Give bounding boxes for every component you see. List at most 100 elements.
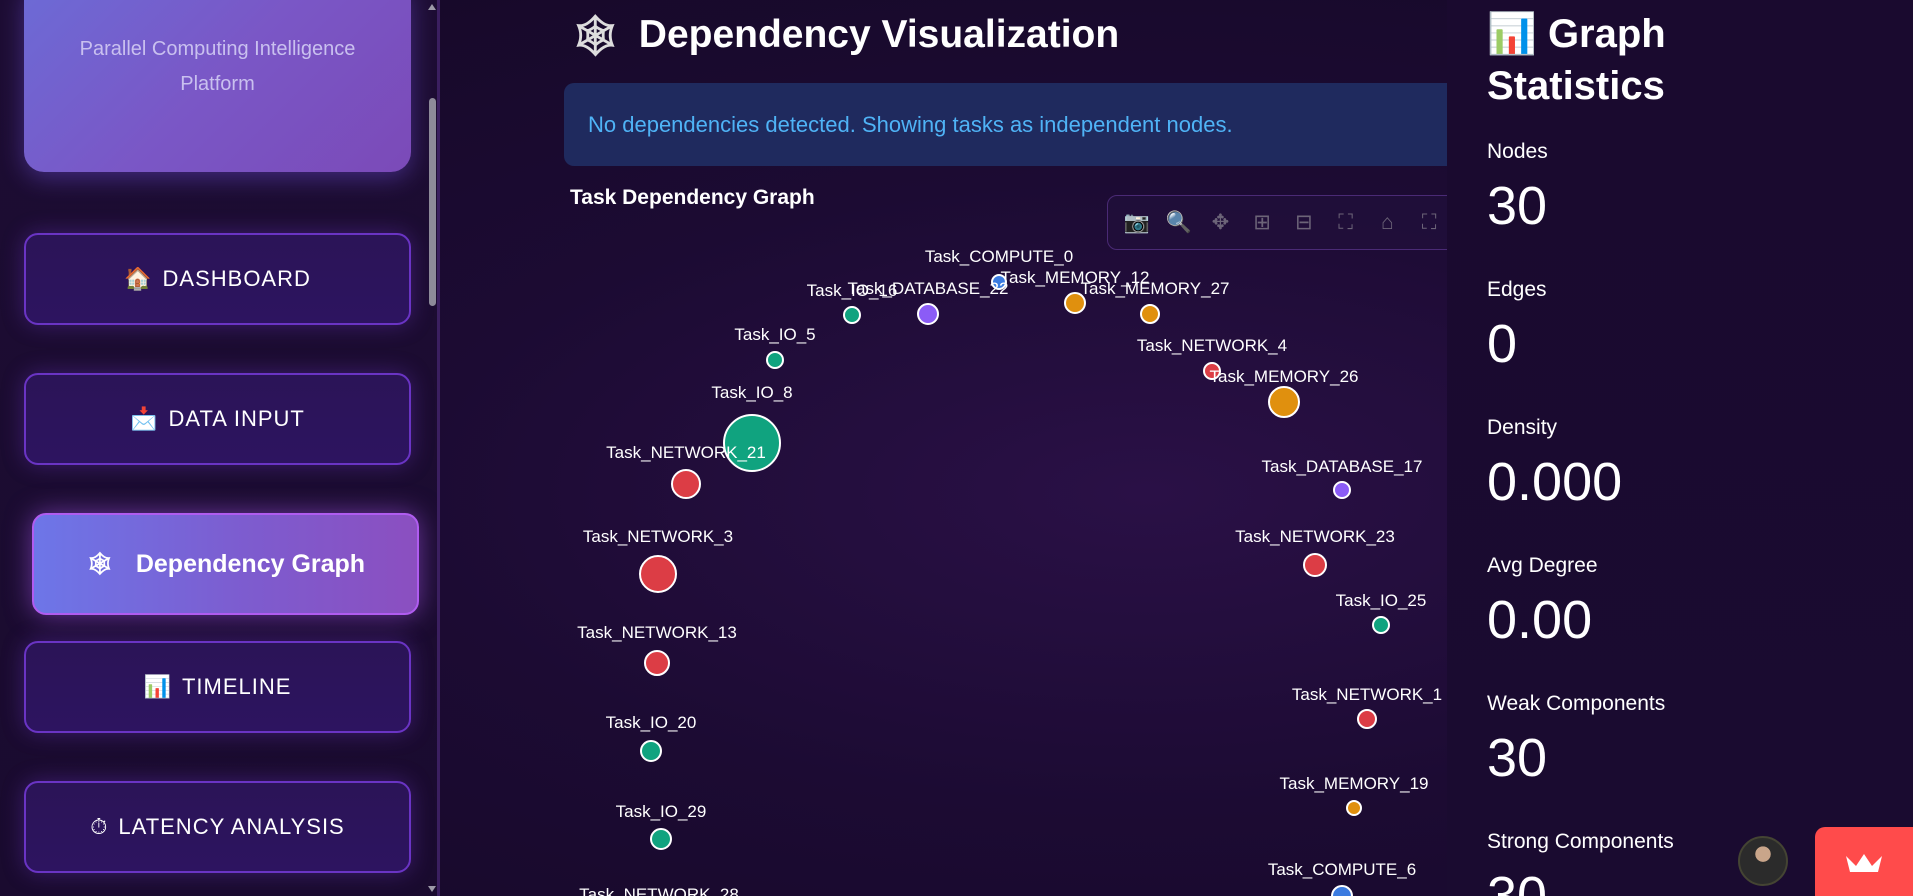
graph-node[interactable] [639, 555, 677, 593]
graph-node[interactable] [766, 351, 784, 369]
nav-timeline-button[interactable]: 📊 TIMELINE [24, 641, 411, 733]
stat-label: Strong Components [1487, 830, 1674, 853]
inbox-tray-icon: 📩 [130, 406, 159, 431]
graph-node-label: Task_COMPUTE_0 [925, 247, 1073, 266]
graph-node-label: Task_NETWORK_3 [583, 527, 733, 546]
stat-value: 0.000 [1487, 452, 1623, 512]
scroll-down-arrow-icon[interactable] [428, 886, 436, 892]
graph-node[interactable] [644, 650, 670, 676]
stat-nodes: Nodes 30 [1487, 140, 1548, 236]
camera-icon[interactable]: 📷 [1123, 210, 1150, 234]
home-icon[interactable]: ⌂ [1381, 210, 1394, 234]
graph-node-label: Task_NETWORK_4 [1137, 336, 1287, 355]
sidebar-scrollbar[interactable] [425, 0, 437, 896]
stat-value: 0.00 [1487, 590, 1593, 650]
dependency-graph-chart[interactable]: Task_COMPUTE_0 Task_IO_16 Task_DATABASE_22… [564, 180, 1464, 896]
graph-node[interactable] [1064, 292, 1086, 314]
zoom-out-icon[interactable]: ⊟ [1295, 211, 1313, 234]
graph-node[interactable] [1357, 709, 1377, 729]
graph-node[interactable] [1372, 616, 1390, 634]
chart-modebar: 📷 🔍 ✥ ⊞ ⊟ ⛶ ⌂ ⛶ [1107, 195, 1459, 250]
page-title: 🕸 Dependency Visualization [570, 10, 1119, 60]
graph-node-label: Task_IO_8 [711, 383, 792, 402]
graph-node-label: Task_NETWORK_21 [606, 443, 766, 462]
stat-label: Avg Degree [1487, 554, 1598, 577]
stat-label: Density [1487, 416, 1558, 439]
graph-node[interactable] [991, 274, 1007, 290]
spider-web-icon: 🕸 [85, 551, 114, 576]
graph-node-label: Task_DATABASE_22 [848, 279, 1009, 298]
brand-subtitle: Parallel Computing Intelligence Platform [79, 38, 356, 95]
nav-label: DATA INPUT [168, 406, 305, 431]
stat-value: 30 [1487, 866, 1548, 896]
graph-node[interactable] [1346, 800, 1362, 816]
graph-node[interactable] [1303, 553, 1327, 577]
graph-node[interactable] [843, 306, 861, 324]
stat-value: 30 [1487, 728, 1548, 788]
stat-label: Edges [1487, 278, 1547, 301]
graph-node[interactable] [1140, 304, 1160, 324]
graph-node-label: Task_NETWORK_13 [577, 623, 737, 642]
graph-canvas[interactable]: Task_COMPUTE_0 Task_IO_16Task_DATABASE_22… [564, 180, 1464, 896]
stat-label: Weak Components [1487, 692, 1666, 715]
stat-label: Nodes [1487, 140, 1548, 163]
graph-node-label: Task_NETWORK_28 [579, 885, 739, 896]
bar-chart-icon: 📊 [143, 674, 172, 699]
autoscale-icon[interactable]: ⛶ [1338, 210, 1353, 234]
stopwatch-icon: ⏱ [90, 814, 109, 839]
zoom-icon[interactable]: 🔍 [1165, 210, 1192, 234]
graph-node[interactable] [671, 469, 701, 499]
house-icon: 🏠 [124, 266, 153, 291]
sidebar: Parallel Computing Intelligence Platform… [0, 0, 440, 896]
brand-card: Parallel Computing Intelligence Platform [24, 0, 411, 172]
graph-node[interactable] [1333, 481, 1351, 499]
stat-density: Density 0.000 [1487, 416, 1622, 512]
nav-latency-analysis-button[interactable]: ⏱ LATENCY ANALYSIS [24, 781, 411, 873]
stats-title-text: Graph Statistics [1487, 12, 1666, 108]
stat-strong-components: Strong Components 30 [1487, 830, 1674, 896]
chart-title: Task Dependency Graph [570, 186, 815, 209]
streamlit-badge[interactable] [1815, 827, 1913, 896]
graph-node[interactable] [1268, 386, 1300, 418]
fullscreen-icon[interactable]: ⛶ [1421, 210, 1437, 234]
nav-label: Dependency Graph [135, 549, 366, 578]
graph-node[interactable] [1331, 885, 1353, 896]
info-banner: No dependencies detected. Showing tasks … [564, 83, 1463, 166]
graph-node-label: Task_NETWORK_1 [1292, 685, 1442, 704]
graph-node-label: Task_MEMORY_12 [1001, 268, 1150, 287]
graph-node-label: Task_IO_20 [606, 713, 697, 732]
graph-node[interactable] [723, 414, 781, 472]
graph-node-label: Task_NETWORK_23 [1235, 527, 1395, 546]
spider-web-icon: 🕸 [570, 13, 621, 58]
graph-node-label: Task_IO_5 [734, 325, 815, 344]
stat-weak-components: Weak Components 30 [1487, 692, 1665, 788]
graph-statistics-panel: 📊 Graph Statistics Nodes 30 Edges 0 Dens… [1447, 0, 1913, 896]
graph-node[interactable] [640, 740, 662, 762]
nav-label: TIMELINE [181, 674, 292, 699]
graph-node-label: Task_MEMORY_19 [1280, 774, 1429, 793]
stat-avg-degree: Avg Degree 0.00 [1487, 554, 1598, 650]
graph-node-label: Task_COMPUTE_6 [1268, 860, 1416, 879]
nav-dashboard-button[interactable]: 🏠 DASHBOARD [24, 233, 411, 325]
graph-node-label: Task_DATABASE_17 [1262, 457, 1423, 476]
graph-node-label: Task_IO_29 [616, 802, 707, 821]
zoom-in-icon[interactable]: ⊞ [1253, 211, 1271, 234]
avatar[interactable] [1738, 836, 1788, 886]
graph-node[interactable] [650, 828, 672, 850]
graph-node[interactable] [917, 303, 939, 325]
crown-icon [1846, 853, 1882, 872]
bar-chart-icon: 📊 [1487, 12, 1537, 56]
pan-icon[interactable]: ✥ [1211, 211, 1230, 234]
stat-value: 0 [1487, 314, 1518, 374]
graph-node[interactable] [1203, 362, 1221, 380]
nav-data-input-button[interactable]: 📩 DATA INPUT [24, 373, 411, 465]
graph-node-label: Task_IO_16 [807, 281, 898, 300]
stat-edges: Edges 0 [1487, 278, 1547, 374]
page-title-text: Dependency Visualization [638, 13, 1120, 56]
scroll-thumb[interactable] [429, 98, 436, 306]
graph-node-label: Task_IO_25 [1336, 591, 1427, 610]
nav-label: DASHBOARD [162, 266, 311, 291]
nav-dependency-graph-button[interactable]: 🕸 Dependency Graph [32, 513, 419, 615]
graph-node-label: Task_MEMORY_26 [1210, 367, 1359, 386]
scroll-up-arrow-icon[interactable] [428, 4, 436, 10]
